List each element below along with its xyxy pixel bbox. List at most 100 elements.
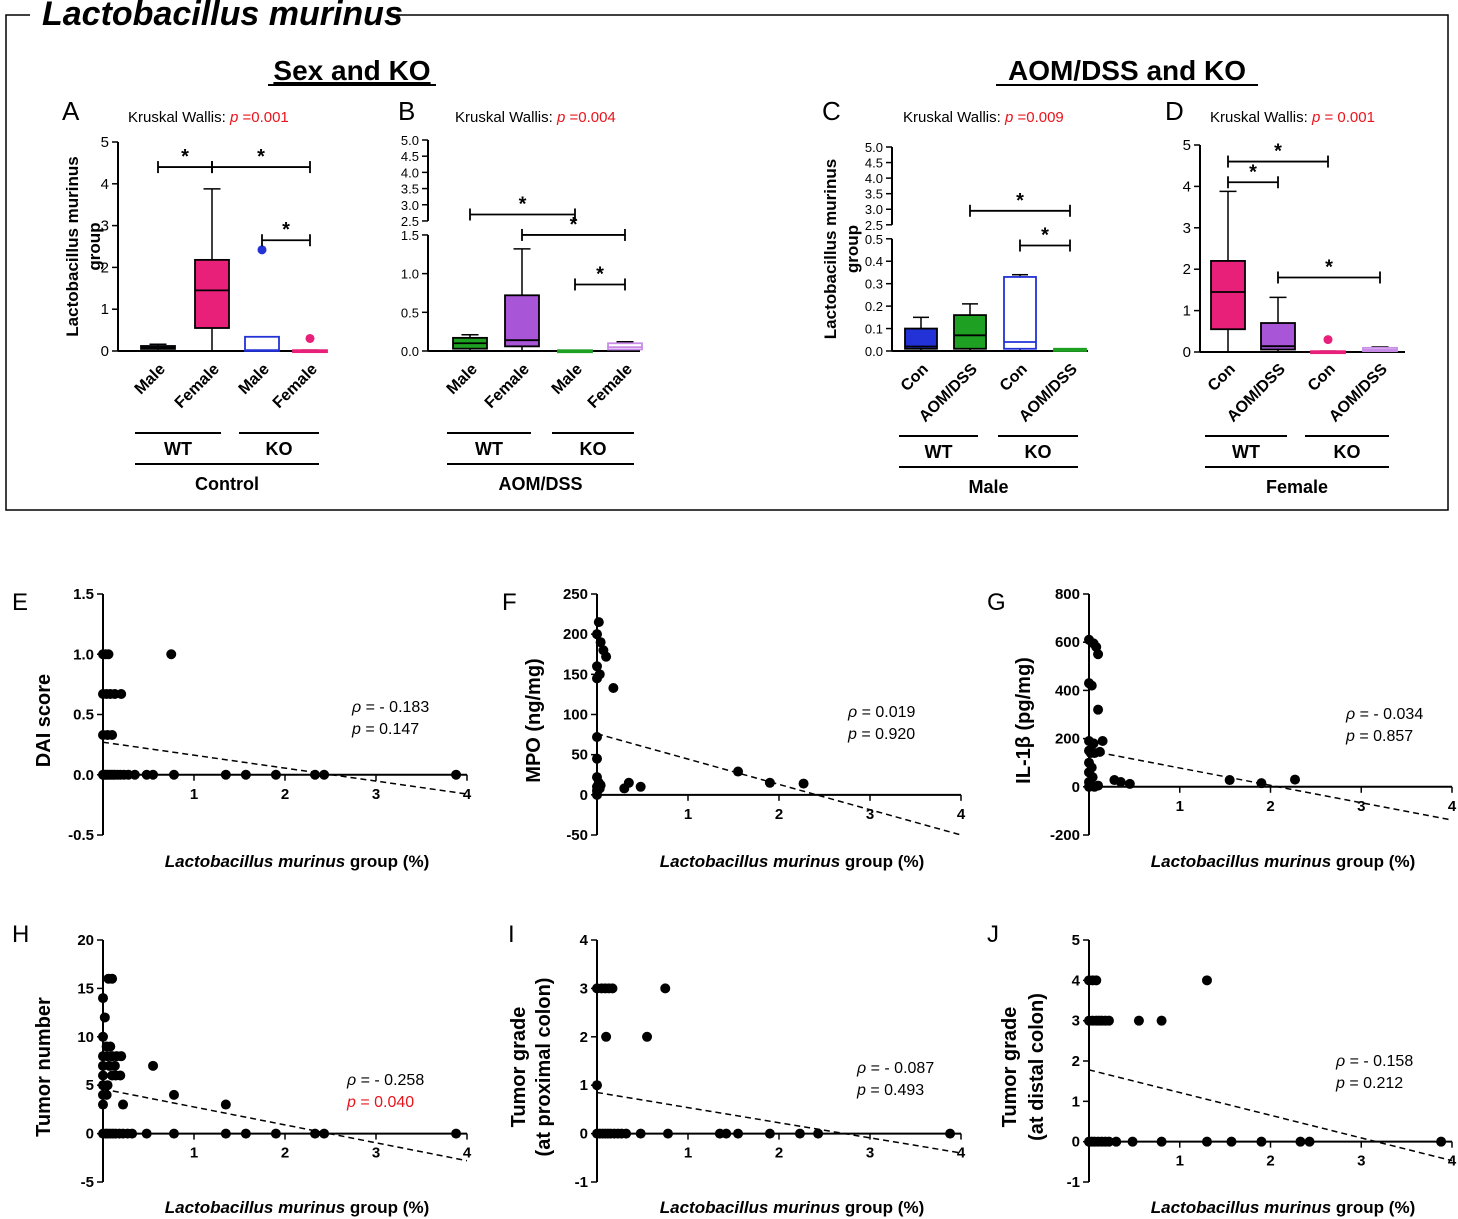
y-tick-label: 1.5 xyxy=(401,228,419,243)
x-axis-label-rest: group (%) xyxy=(840,852,924,871)
scatter-panel-F: F 250 200 150 100 50 0 -50 1 2 3 4 MPO (ng/mg) Lactob… xyxy=(502,586,966,871)
data-point xyxy=(168,1128,179,1139)
y-tick-label: 5 xyxy=(1072,932,1080,949)
data-point xyxy=(635,1128,646,1139)
box-female xyxy=(194,188,230,351)
kruskal-wallis-label: Kruskal Wallis: p =0.001 xyxy=(128,109,289,126)
data-point xyxy=(595,637,606,648)
category-label: Con xyxy=(1305,361,1339,395)
x-tick-label: 2 xyxy=(281,786,289,803)
scatter-panel-J: J 5 4 3 2 1 0 -1 1 2 3 4 Tumor grade (at distal colon… xyxy=(987,921,1457,1217)
y-tick-label: 0 xyxy=(580,1126,588,1143)
x-axis-label: Lactobacillus murinus group (%) xyxy=(1151,852,1415,871)
x-tick-label: 1 xyxy=(190,1145,198,1162)
data-point xyxy=(1256,778,1267,789)
p-value: = 0.212 xyxy=(1349,1075,1403,1092)
y-tick-label: 3 xyxy=(101,218,109,235)
category-label: Female xyxy=(270,361,321,412)
data-point xyxy=(102,1080,113,1091)
data-point xyxy=(635,781,646,792)
y-tick-label: 20 xyxy=(77,932,94,949)
data-point xyxy=(593,617,604,628)
kruskal-wallis-label: Kruskal Wallis: p =0.004 xyxy=(455,109,616,126)
y-tick-label: 15 xyxy=(77,980,94,997)
kruskal-p-symbol: p xyxy=(229,109,238,126)
y-tick-label: 1.0 xyxy=(73,646,94,663)
y-tick-label: 5 xyxy=(1183,137,1191,154)
x-tick-label: 4 xyxy=(957,1145,966,1162)
category-label: Female xyxy=(482,361,533,412)
sig-star: * xyxy=(1274,141,1282,163)
data-point xyxy=(319,1128,330,1139)
outlier-point xyxy=(257,245,267,255)
x-tick-label: 2 xyxy=(1266,1153,1274,1170)
category-label: Con xyxy=(898,361,932,395)
panel-label: J xyxy=(987,921,999,948)
box-iqr xyxy=(904,327,938,350)
data-point xyxy=(129,769,140,780)
box-aom-dss xyxy=(1362,346,1398,353)
data-point xyxy=(270,1128,281,1139)
y-tick-label: 0.1 xyxy=(865,322,883,337)
scatter-panel-E: E 1.5 1.0 0.5 0.0 -0.5 1 2 3 4 DAI score Lactobacil… xyxy=(12,586,472,871)
y-tick-label: 5 xyxy=(86,1077,94,1094)
rho-stat: ρ = 0.019 xyxy=(847,704,916,721)
data-point xyxy=(662,1128,673,1139)
kruskal-prefix: Kruskal Wallis: xyxy=(1210,109,1312,126)
data-point xyxy=(813,1128,824,1139)
section-frame xyxy=(5,14,1449,511)
box-aom-dss xyxy=(1053,347,1087,352)
y-axis-label: (at distal colon) xyxy=(1026,993,1048,1141)
data-point xyxy=(764,777,775,788)
group-label: KO xyxy=(1334,442,1361,462)
y-tick-label: 1 xyxy=(101,301,109,318)
rho-symbol: ρ xyxy=(1345,706,1360,723)
data-point xyxy=(621,1128,632,1139)
y-tick-label: 250 xyxy=(563,586,588,603)
data-point xyxy=(107,729,118,740)
y-tick-label: 3 xyxy=(580,980,588,997)
x-tick-label: 3 xyxy=(372,786,380,803)
data-point xyxy=(105,1041,116,1052)
y-axis-label: (at proximal colon) xyxy=(533,978,555,1157)
rho-stat: ρ = - 0.158 xyxy=(1335,1053,1413,1070)
rho-value: = - 0.034 xyxy=(1360,706,1424,723)
group-label: WT xyxy=(925,442,953,462)
data-point xyxy=(220,769,231,780)
y-tick-label: 1 xyxy=(580,1077,588,1094)
x-axis-label-italic: Lactobacillus murinus xyxy=(1151,852,1331,871)
sig-star: * xyxy=(181,146,189,168)
y-tick-label: 3 xyxy=(1183,220,1191,237)
kruskal-wallis-label: Kruskal Wallis: p =0.009 xyxy=(903,109,1064,126)
p-value: = 0.493 xyxy=(870,1082,924,1099)
p-value: = 0.147 xyxy=(365,721,419,738)
x-tick-label: 4 xyxy=(1448,798,1457,815)
x-axis-label-italic: Lactobacillus murinus xyxy=(1151,1198,1331,1217)
data-point xyxy=(98,1099,108,1110)
data-point xyxy=(733,1128,744,1139)
data-point xyxy=(127,1128,138,1139)
kruskal-p-symbol: p xyxy=(1311,109,1320,126)
rho-stat: ρ = - 0.034 xyxy=(1345,706,1423,723)
category-label: Con xyxy=(1205,361,1239,395)
p-symbol: p xyxy=(856,1082,870,1099)
box-aom-dss xyxy=(1260,296,1296,352)
data-point xyxy=(592,753,602,764)
y-axis-label: Tumor grade xyxy=(999,1007,1021,1128)
y-tick-label: 0.2 xyxy=(865,299,883,314)
section-title-sex-ko: Sex and KO xyxy=(273,55,430,86)
data-point xyxy=(1088,738,1099,749)
data-point xyxy=(168,1089,179,1100)
y-tick-label: 5 xyxy=(101,134,109,151)
x-axis-label: Lactobacillus murinus group (%) xyxy=(660,852,924,871)
y-axis-label: Lactobacillus murinus xyxy=(63,156,82,336)
panel-label: A xyxy=(62,96,80,126)
x-tick-label: 3 xyxy=(1357,1153,1365,1170)
y-tick-label: 0.0 xyxy=(401,344,419,359)
box-male xyxy=(452,334,488,351)
data-point xyxy=(1224,775,1235,786)
trend-line xyxy=(596,733,962,836)
data-point xyxy=(608,682,619,693)
group-label: WT xyxy=(164,439,192,459)
